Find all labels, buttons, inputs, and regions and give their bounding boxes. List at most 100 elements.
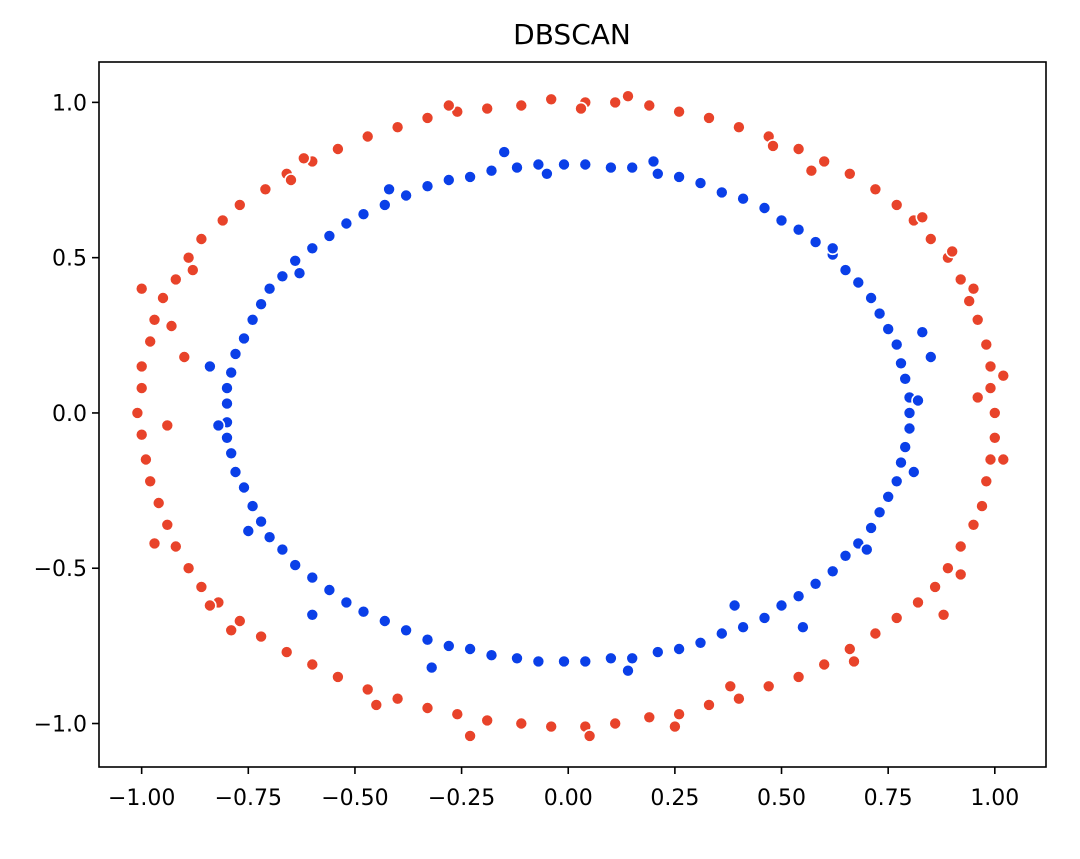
- point-series-1-51: [245, 499, 260, 513]
- point-series-0-41: [134, 359, 149, 374]
- x-tick-label-3: −0.25: [428, 786, 495, 811]
- point-series-0-85: [987, 430, 1002, 445]
- point-series-1-24: [531, 157, 546, 172]
- point-series-0-29: [331, 142, 345, 156]
- point-series-1-57: [322, 583, 337, 597]
- point-series-1-44: [220, 381, 234, 395]
- point-series-1-72: [650, 645, 665, 659]
- chart-title: DBSCAN: [513, 18, 631, 51]
- y-tick-label-2: 0.0: [52, 402, 87, 427]
- point-series-1-47: [220, 430, 234, 445]
- point-series-0-84: [983, 452, 998, 467]
- point-series-0-97: [160, 418, 175, 433]
- point-series-1-71: [625, 651, 640, 666]
- x-tick-label-0: −1.00: [108, 786, 175, 811]
- point-series-1-54: [275, 542, 290, 557]
- point-series-0-107: [296, 151, 311, 166]
- point-series-0-95: [134, 281, 149, 296]
- point-series-0-28: [360, 129, 375, 144]
- point-series-1-32: [356, 207, 371, 221]
- point-series-0-38: [156, 291, 170, 305]
- point-series-0-79: [941, 561, 955, 576]
- point-series-1-90: [902, 421, 917, 436]
- point-series-0-68: [672, 707, 686, 722]
- point-series-0-46: [143, 474, 157, 489]
- point-series-1-61: [399, 623, 413, 638]
- point-series-1-58: [339, 595, 354, 610]
- point-series-1-62: [420, 632, 435, 647]
- x-tick-label-6: 0.50: [757, 786, 806, 811]
- y-axis: −1.0 −0.5 0.0 0.5 1.0: [34, 91, 99, 738]
- point-series-1-85: [872, 505, 887, 520]
- point-series-1-29: [420, 179, 435, 193]
- point-series-1-101: [305, 607, 320, 622]
- y-tick-label-4: 1.0: [52, 91, 87, 116]
- point-series-0-18: [672, 104, 686, 119]
- point-series-1-34: [322, 229, 337, 243]
- point-series-1-100: [621, 663, 635, 678]
- point-series-1-70: [604, 651, 618, 666]
- x-tick-label-2: −0.50: [321, 786, 388, 811]
- point-series-1-5: [881, 322, 896, 336]
- point-series-1-11: [808, 235, 823, 249]
- point-series-1-106: [540, 167, 554, 181]
- point-series-0-48: [160, 517, 175, 532]
- point-series-1-49: [228, 465, 243, 479]
- point-series-0-26: [420, 111, 435, 125]
- point-series-0-11: [868, 182, 883, 197]
- point-series-1-67: [531, 654, 546, 669]
- point-series-0-53: [233, 614, 247, 628]
- point-series-1-9: [838, 263, 853, 277]
- point-series-0-59: [390, 691, 405, 706]
- point-series-0-23: [514, 98, 529, 113]
- point-series-1-76: [736, 620, 750, 635]
- point-series-0-49: [169, 539, 183, 554]
- point-series-1-39: [254, 297, 268, 312]
- x-tick-label-7: 0.75: [864, 786, 913, 811]
- point-series-1-50: [237, 480, 251, 495]
- point-series-0-37: [169, 272, 183, 287]
- point-series-1-80: [808, 576, 823, 591]
- point-series-1-86: [881, 489, 896, 504]
- point-series-0-86: [970, 390, 985, 405]
- point-series-0-42: [134, 381, 149, 395]
- point-series-0-19: [642, 98, 657, 113]
- point-series-1-96: [203, 359, 217, 374]
- point-series-1-102: [859, 542, 874, 557]
- point-series-0-64: [544, 719, 559, 734]
- point-series-1-31: [377, 198, 392, 212]
- point-series-0-93: [284, 173, 298, 187]
- point-series-1-18: [672, 170, 686, 184]
- point-series-1-97: [292, 266, 307, 281]
- point-series-1-65: [484, 648, 499, 663]
- point-series-0-4: [970, 312, 985, 327]
- x-tick-label-8: 1.00: [970, 786, 1019, 811]
- point-series-0-58: [360, 682, 375, 697]
- point-series-0-51: [194, 580, 209, 594]
- point-series-0-50: [181, 561, 196, 576]
- point-series-0-96: [164, 319, 179, 333]
- point-series-1-26: [484, 163, 499, 178]
- point-series-0-102: [582, 729, 597, 743]
- point-series-1-107: [923, 350, 938, 364]
- point-series-1-36: [288, 253, 303, 268]
- point-series-1-43: [224, 365, 238, 380]
- point-series-0-2: [983, 359, 998, 374]
- point-series-1-109: [796, 620, 810, 635]
- point-series-1-2: [898, 371, 913, 386]
- point-series-0-17: [702, 111, 716, 125]
- point-series-0-80: [953, 539, 968, 554]
- point-series-0-73: [817, 657, 832, 672]
- point-series-1-22: [578, 157, 593, 172]
- point-series-0-16: [732, 120, 746, 134]
- point-series-0-77: [911, 595, 925, 610]
- point-series-1-23: [557, 157, 571, 172]
- point-series-1-63: [441, 639, 456, 653]
- point-series-1-73: [672, 642, 686, 656]
- point-series-0-87: [996, 368, 1011, 383]
- point-series-0-74: [842, 642, 857, 656]
- x-tick-label-5: 0.25: [650, 786, 699, 811]
- point-series-0-108: [766, 139, 780, 153]
- point-series-1-98: [825, 241, 840, 256]
